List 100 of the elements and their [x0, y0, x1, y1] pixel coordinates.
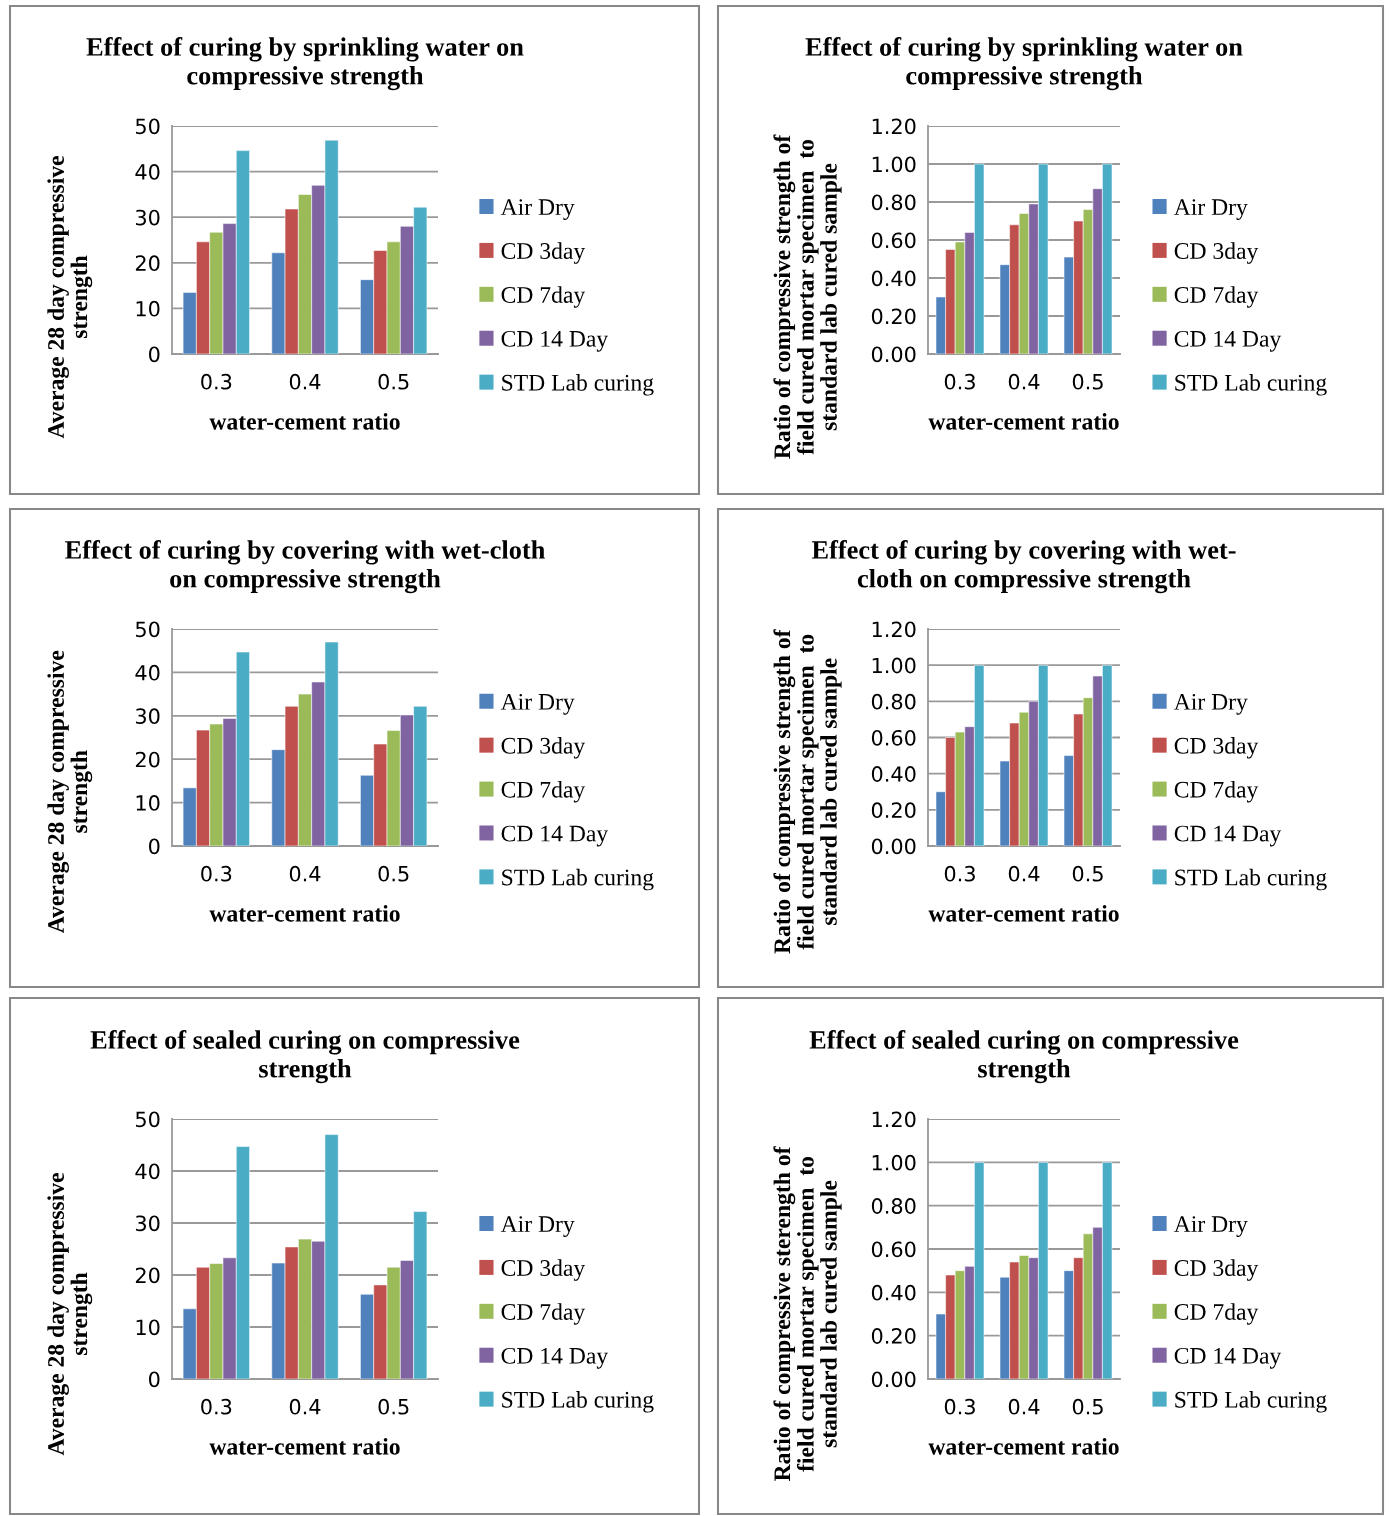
x-tick-label: 0.4: [289, 373, 321, 390]
legend-label: CD 3day: [1174, 1259, 1259, 1281]
y-tick-label: 0.40: [871, 1284, 916, 1301]
x-axis-title: water-cement ratio: [209, 905, 400, 922]
y-axis-title: Ratio of compressive sterength of field cured mortar specimen to standard lab cured sample: [773, 1146, 842, 1482]
x-tick-label: 0.5: [378, 373, 409, 390]
y-tick-label: 40: [135, 1163, 160, 1180]
legend-label: CD 7day: [501, 781, 586, 803]
y-tick-label: 1.20: [872, 621, 916, 638]
y-tick-label: 30: [135, 708, 160, 725]
y-tick-label: 30: [135, 1215, 160, 1232]
y-axis-title: Average 28 day compressive strength: [47, 1173, 93, 1456]
x-tick-label: 0.3: [944, 865, 975, 882]
y-tick-label: 0.60: [871, 1241, 916, 1258]
y-tick-label: 40: [135, 664, 160, 681]
y-tick-label: 0: [149, 838, 160, 855]
y-tick-label: 50: [135, 621, 160, 638]
y-tick-label: 0.80: [871, 693, 916, 710]
x-tick-label: 0.5: [1072, 865, 1103, 882]
x-tick-label: 0.3: [201, 1398, 232, 1415]
legend-label: CD 3day: [1174, 242, 1259, 264]
x-axis-title: water-cement ratio: [928, 905, 1119, 922]
y-tick-label: 1.00: [872, 657, 916, 674]
x-tick-label: 0.4: [1008, 373, 1040, 390]
legend-label: CD 14 Day: [1174, 825, 1282, 847]
y-tick-label: 10: [136, 795, 160, 811]
chart-title: Effect of sealed curing on compressive strength: [90, 1030, 520, 1084]
legend-label: CD 3day: [501, 737, 586, 759]
legend-label: CD 3day: [501, 242, 586, 264]
y-tick-label: 10: [136, 1319, 160, 1336]
x-tick-label: 0.4: [1008, 865, 1040, 882]
y-tick-label: 40: [135, 164, 160, 180]
y-tick-label: 50: [135, 1111, 160, 1128]
legend-label: STD Lab curing: [502, 1391, 654, 1413]
legend-label: CD 14 Day: [501, 330, 609, 352]
y-tick-label: 0.20: [871, 308, 916, 325]
legend-label: CD 7day: [1174, 781, 1259, 803]
legend-label: Air Dry: [1173, 1216, 1248, 1237]
legend-label: STD Lab curing: [1175, 374, 1327, 396]
legend-label: CD 3day: [501, 1259, 586, 1281]
chart-title: Effect of curing by sprinkling water on compressive strength: [86, 37, 524, 91]
y-tick-label: 20: [135, 1267, 160, 1284]
y-axis-title: Ratio of compressive strength of field cured mortar specimen to standard lab cured sample: [773, 134, 842, 459]
legend-label: STD Lab curing: [1175, 1391, 1327, 1413]
y-tick-label: 0.00: [871, 346, 916, 363]
chart-title: Effect of curing by covering with wet- cloth on compressive strength: [811, 540, 1236, 594]
y-tick-label: 1.20: [872, 1111, 916, 1128]
legend-label: STD Lab curing: [502, 868, 654, 891]
y-tick-label: 0.60: [871, 232, 916, 249]
legend-label: CD 7day: [1174, 1303, 1259, 1325]
y-tick-label: 0.20: [871, 1328, 916, 1344]
y-tick-label: 0.20: [871, 802, 916, 819]
y-tick-label: 1.00: [872, 1154, 916, 1171]
y-axis-title: Average 28 day compressive strength: [47, 650, 93, 934]
y-tick-label: 1.20: [872, 118, 916, 135]
y-tick-label: 10: [136, 300, 160, 317]
y-tick-label: 0: [149, 1371, 160, 1388]
legend-label: CD 7day: [501, 286, 586, 308]
x-tick-label: 0.3: [944, 1398, 975, 1415]
x-axis-title: water-cement ratio: [928, 413, 1119, 430]
y-tick-label: 0: [149, 346, 160, 363]
y-tick-label: 20: [135, 255, 160, 272]
legend-label: CD 14 Day: [501, 1347, 609, 1369]
chart-title: Effect of sealed curing on compressive strength: [809, 1030, 1239, 1084]
x-tick-label: 0.3: [944, 373, 975, 390]
y-tick-label: 20: [135, 751, 160, 768]
x-tick-label: 0.5: [378, 865, 409, 882]
x-axis-title: water-cement ratio: [209, 1438, 400, 1455]
x-tick-label: 0.5: [1072, 373, 1103, 390]
chart-title: Effect of curing by covering with wet-cloth on compressive strength: [65, 540, 545, 594]
x-tick-label: 0.4: [289, 865, 321, 882]
y-tick-label: 1.00: [872, 156, 916, 173]
legend-label: Air Dry: [1173, 693, 1248, 715]
legend-label: Air Dry: [1173, 199, 1248, 220]
legend-label: CD 14 Day: [1174, 330, 1282, 352]
y-axis-title: Ratio of compressive strength of field cured mortar specimen to standard lab cured sample: [773, 629, 842, 954]
y-tick-label: 0.80: [871, 1198, 916, 1214]
legend-label: CD 14 Day: [501, 825, 609, 847]
legend-label: Air Dry: [500, 693, 575, 715]
y-axis-title: Average 28 day compressive strength: [47, 156, 93, 439]
x-axis-title: water-cement ratio: [209, 413, 400, 430]
legend-label: STD Lab curing: [502, 374, 654, 396]
legend-label: CD 14 Day: [1174, 1347, 1282, 1369]
y-tick-label: 0.00: [871, 838, 916, 855]
x-tick-label: 0.4: [1008, 1398, 1040, 1415]
y-tick-label: 0.60: [871, 729, 916, 746]
x-tick-label: 0.3: [201, 865, 232, 882]
y-tick-label: 30: [135, 209, 160, 226]
y-tick-label: 50: [135, 118, 160, 135]
x-axis-title: water-cement ratio: [928, 1438, 1119, 1455]
x-tick-label: 0.4: [289, 1398, 321, 1415]
y-tick-label: 0.40: [871, 270, 916, 287]
y-tick-label: 0.40: [871, 766, 916, 782]
legend-label: CD 3day: [1174, 737, 1259, 759]
legend-label: STD Lab curing: [1175, 868, 1327, 891]
legend-label: CD 7day: [1174, 286, 1259, 308]
y-tick-label: 0.00: [871, 1371, 916, 1388]
y-tick-label: 0.80: [871, 194, 916, 211]
legend-label: Air Dry: [500, 1216, 575, 1237]
x-tick-label: 0.3: [201, 373, 232, 390]
